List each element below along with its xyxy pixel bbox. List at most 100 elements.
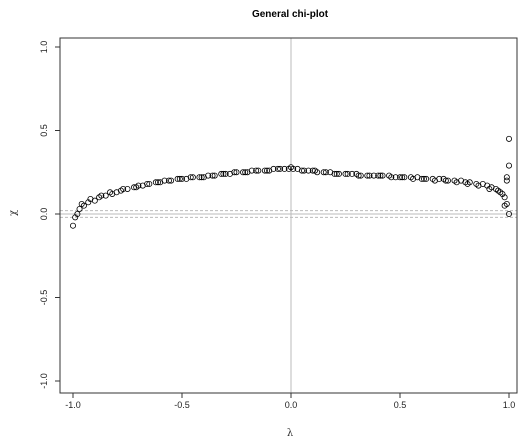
data-point: [70, 222, 77, 229]
data-point: [418, 175, 425, 182]
data-point: [505, 162, 512, 169]
plot-frame: [59, 37, 518, 394]
data-point: [444, 177, 451, 184]
data-point: [399, 174, 406, 181]
data-point: [76, 205, 83, 212]
data-point: [78, 200, 85, 207]
y-tick-label: 1.0: [39, 41, 49, 54]
data-point: [464, 180, 471, 187]
data-point: [178, 175, 185, 182]
data-point: [146, 180, 153, 187]
data-point: [505, 135, 512, 142]
data-point: [377, 172, 384, 179]
chart-title: General chi-plot: [252, 9, 329, 20]
data-point: [242, 169, 249, 176]
x-tick-label: 0.0: [285, 400, 298, 410]
data-point: [375, 172, 382, 179]
data-point: [475, 182, 482, 189]
data-point: [431, 177, 438, 184]
data-point: [124, 185, 131, 192]
data-point: [342, 170, 349, 177]
data-point: [187, 174, 194, 181]
data-point: [102, 192, 109, 199]
y-tick-label: 0.5: [39, 124, 49, 137]
data-point: [209, 172, 216, 179]
x-tick-label: 1.0: [503, 400, 516, 410]
data-point: [396, 174, 403, 181]
data-point: [165, 177, 172, 184]
data-point: [349, 170, 356, 177]
data-point: [120, 185, 127, 192]
data-point: [379, 172, 386, 179]
data-point: [281, 165, 288, 172]
data-point: [370, 172, 377, 179]
data-point: [220, 170, 227, 177]
data-point: [311, 167, 318, 174]
data-point: [486, 185, 493, 192]
data-point: [248, 167, 255, 174]
data-point: [152, 179, 159, 186]
data-point: [218, 170, 225, 177]
data-point: [107, 189, 114, 196]
data-point: [505, 210, 512, 217]
data-point: [420, 175, 427, 182]
data-point: [495, 187, 502, 194]
y-axis-label: χ: [8, 210, 19, 216]
data-point: [98, 192, 105, 199]
y-tick-label: 0.0: [39, 208, 49, 221]
data-point: [205, 172, 212, 179]
data-point: [392, 174, 399, 181]
x-tick-label: -1.0: [65, 400, 81, 410]
data-point: [176, 175, 183, 182]
data-point: [133, 184, 140, 191]
data-point: [501, 194, 508, 201]
data-point: [198, 174, 205, 181]
data-point: [366, 172, 373, 179]
data-point: [357, 172, 364, 179]
data-point: [277, 165, 284, 172]
data-point: [161, 177, 168, 184]
x-tick-label: -0.5: [174, 400, 190, 410]
data-point: [335, 170, 342, 177]
x-tick-label: 0.5: [394, 400, 407, 410]
data-point: [168, 177, 175, 184]
data-point: [401, 174, 408, 181]
data-point: [501, 202, 508, 209]
data-point: [333, 170, 340, 177]
data-point: [253, 167, 260, 174]
data-point: [364, 172, 371, 179]
axes: -1.0 -0.5 0.0 0.5 1.0 -1.0 -0.5 0.0 0.5 1.0: [39, 37, 518, 410]
data-point: [322, 169, 329, 176]
data-point: [274, 165, 281, 172]
data-point: [453, 179, 460, 186]
data-point: [442, 177, 449, 184]
data-point: [222, 170, 229, 177]
data-point: [305, 167, 312, 174]
data-point: [189, 174, 196, 181]
data-point: [87, 195, 94, 202]
data-point: [423, 175, 430, 182]
y-tick-label: -1.0: [39, 373, 49, 389]
data-point: [270, 165, 277, 172]
data-point: [264, 167, 271, 174]
data-point: [255, 167, 262, 174]
data-point: [503, 174, 510, 181]
data-point: [231, 169, 238, 176]
data-point: [331, 170, 338, 177]
data-point: [355, 172, 362, 179]
data-point: [155, 179, 162, 186]
data-point: [240, 169, 247, 176]
data-point: [211, 172, 218, 179]
data-point: [290, 165, 297, 172]
data-point: [301, 167, 308, 174]
data-point: [196, 174, 203, 181]
data-point: [261, 167, 268, 174]
plot-area: [60, 38, 517, 393]
data-point: [503, 177, 510, 184]
data-point: [320, 169, 327, 176]
x-axis-label: λ: [287, 428, 294, 439]
data-point: [344, 170, 351, 177]
data-point: [72, 214, 79, 221]
data-point: [233, 169, 240, 176]
